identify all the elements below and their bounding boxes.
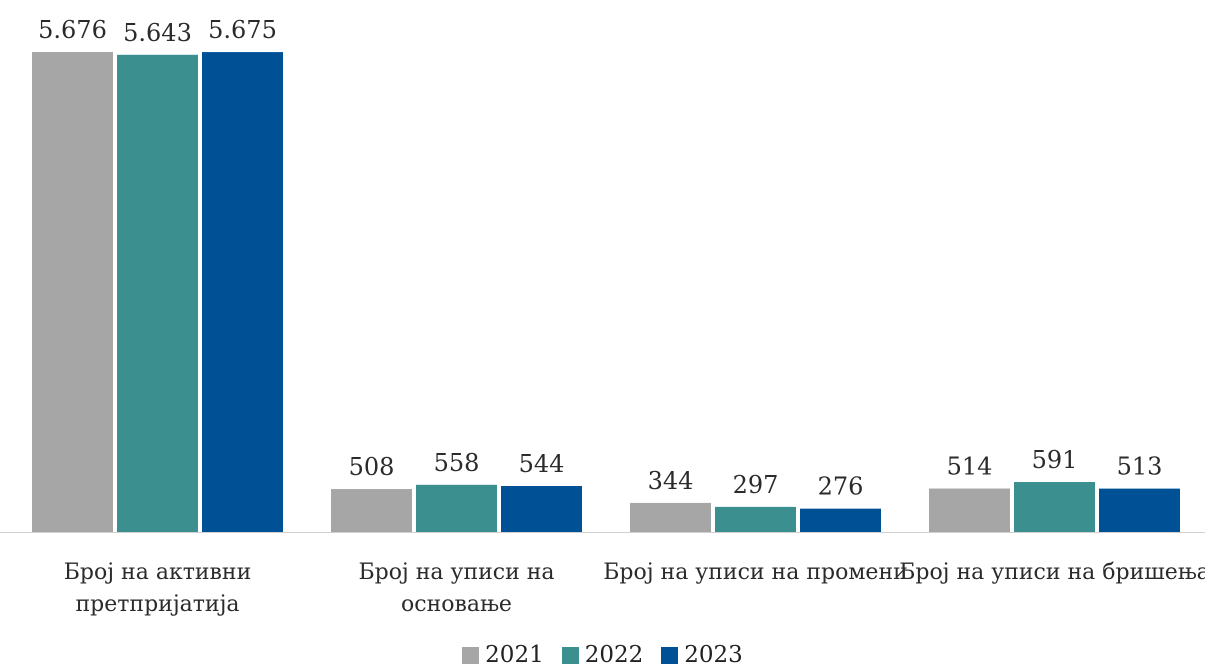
data-label-2022-cat-3: 591 <box>1032 446 1078 474</box>
bar-2022-cat-0 <box>117 54 198 532</box>
bar-chart: 5.676 5.643 5.675 Број на активни претпријат… <box>0 16 1205 617</box>
category-label-0: Број на активни претпријатија <box>64 560 252 617</box>
data-label-2021-cat-1: 508 <box>349 453 395 481</box>
bar-2023-cat-1 <box>501 485 582 532</box>
data-label-2022-cat-0: 5.643 <box>123 19 192 47</box>
category-label-3: Број на уписи на бришења <box>899 560 1205 585</box>
category-label-line: основање <box>401 592 512 617</box>
data-label-2023-cat-2: 276 <box>818 473 864 501</box>
legend-label-2022: 2022 <box>584 642 644 668</box>
category-label-line: Број на уписи на <box>358 560 554 585</box>
bar-2022-cat-3 <box>1014 482 1095 532</box>
category-label-line: Број на уписи на бришења <box>899 560 1205 585</box>
legend-swatch-2023 <box>661 646 679 664</box>
data-label-2021-cat-0: 5.676 <box>38 16 107 44</box>
legend-item-2021: 2021 <box>462 642 544 668</box>
data-label-2023-cat-0: 5.675 <box>208 16 277 44</box>
data-label-2022-cat-1: 558 <box>434 449 480 477</box>
legend: 2021 2022 2023 <box>0 642 1205 668</box>
legend-swatch-2021 <box>462 646 480 664</box>
bar-2021-cat-2 <box>630 502 711 532</box>
data-label-2021-cat-2: 344 <box>648 467 694 495</box>
bar-2021-cat-1 <box>331 489 412 532</box>
category-label-line: претпријатија <box>75 592 239 617</box>
bar-2021-cat-0 <box>32 52 113 532</box>
legend-swatch-2022 <box>561 646 579 664</box>
data-label-2022-cat-2: 297 <box>733 471 779 499</box>
bar-2023-cat-2 <box>800 508 881 532</box>
category-label-2: Број на уписи на промени <box>603 560 908 585</box>
bar-2023-cat-3 <box>1099 488 1180 532</box>
legend-item-2022: 2022 <box>561 642 644 668</box>
data-label-2023-cat-1: 544 <box>519 450 565 478</box>
data-label-2023-cat-3: 513 <box>1117 453 1163 481</box>
category-label-1: Број на уписи на основање <box>358 560 554 617</box>
bar-2023-cat-0 <box>202 52 283 533</box>
bar-2022-cat-1 <box>416 484 497 532</box>
legend-label-2021: 2021 <box>485 642 544 668</box>
legend-item-2023: 2023 <box>661 642 743 668</box>
category-label-line: Број на активни <box>64 560 252 585</box>
bar-2022-cat-2 <box>715 506 796 532</box>
data-label-2021-cat-3: 514 <box>947 453 993 481</box>
bar-2021-cat-3 <box>929 488 1010 532</box>
legend-label-2023: 2023 <box>684 642 743 668</box>
category-label-line: Број на уписи на промени <box>603 560 908 585</box>
